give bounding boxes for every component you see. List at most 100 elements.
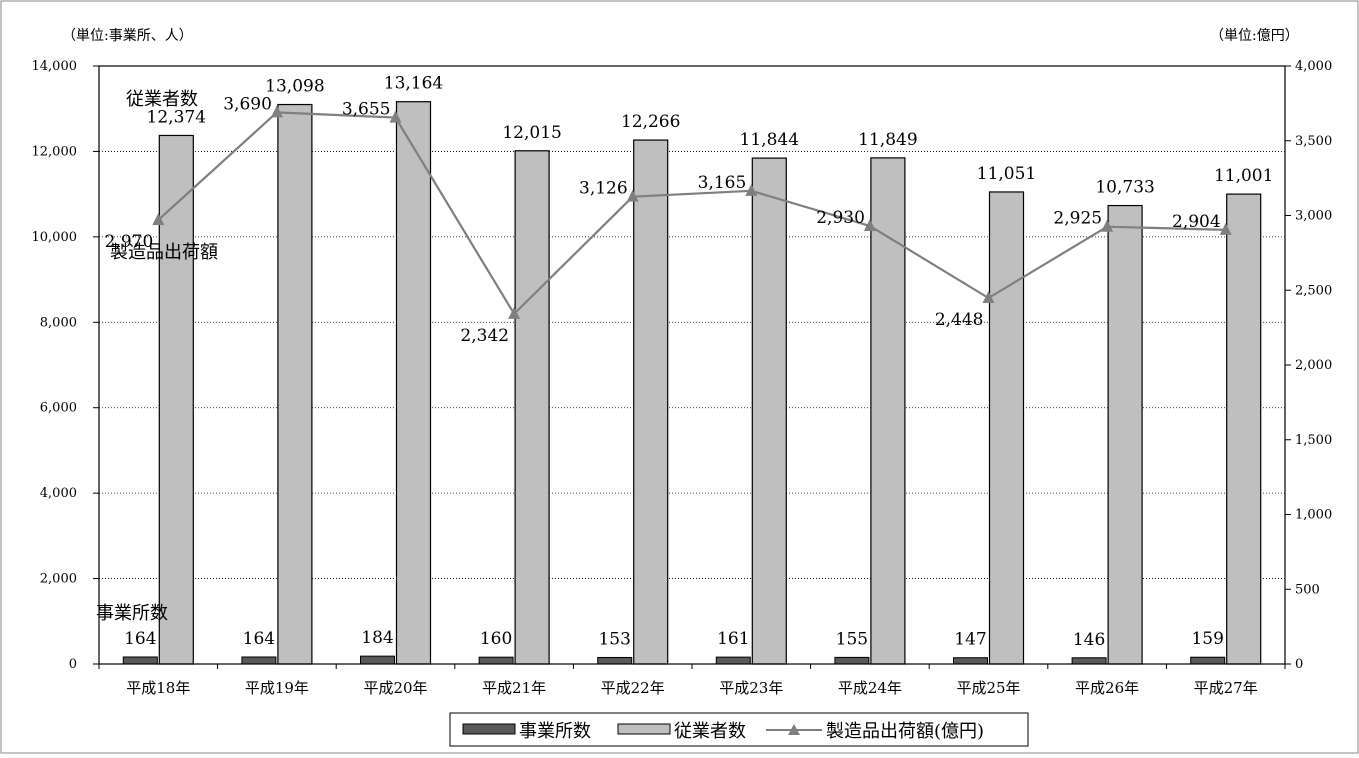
category-label: 平成18年 <box>126 679 190 697</box>
category-label: 平成25年 <box>956 679 1020 697</box>
label-employees: 11,844 <box>740 130 799 150</box>
right-tick-label: 4,000 <box>1295 59 1332 74</box>
legend-label-shipments: 製造品出荷額(億円) <box>826 721 984 742</box>
label-establishments: 155 <box>836 629 868 649</box>
bar-establishments <box>1190 656 1226 665</box>
label-establishments: 161 <box>717 629 749 649</box>
marker-shipments <box>152 212 165 225</box>
label-employees: 11,849 <box>858 130 917 150</box>
marker-shipments <box>982 291 995 304</box>
label-establishments: 184 <box>361 628 393 648</box>
bar-employees <box>1107 204 1143 665</box>
bar-employees <box>158 134 194 665</box>
category-label: 平成23年 <box>719 679 783 697</box>
marker-shipments <box>1219 222 1232 235</box>
label-establishments: 160 <box>480 629 512 649</box>
label-shipments: 3,165 <box>698 173 747 193</box>
bar-employees <box>277 103 313 665</box>
bar-employees <box>870 157 906 665</box>
bar-establishments <box>953 657 988 665</box>
marker-shipments <box>389 110 402 123</box>
bar-establishments <box>1071 657 1107 665</box>
bar-employees <box>514 150 550 665</box>
label-employees: 13,098 <box>265 77 324 97</box>
label-shipments: 2,904 <box>1172 212 1221 232</box>
line-shipments <box>157 111 1226 316</box>
bar-employees <box>395 101 432 665</box>
bar-employees <box>633 139 669 665</box>
category-label: 平成21年 <box>482 679 546 697</box>
left-tick-label: 2,000 <box>40 572 77 587</box>
right-tick-label: 0 <box>1295 657 1303 672</box>
bar-employees <box>988 191 1025 665</box>
label-establishments: 164 <box>243 629 275 649</box>
right-tick-label: 3,500 <box>1295 134 1332 149</box>
right-tick-label: 3,000 <box>1295 209 1332 224</box>
label-shipments: 2,930 <box>816 208 865 228</box>
marker-shipments <box>1101 219 1114 232</box>
label-establishments: 153 <box>598 629 630 649</box>
annotation-establishments: 事業所数 <box>96 603 168 624</box>
bar-employees <box>1226 193 1262 665</box>
bar-establishments <box>241 656 277 665</box>
label-employees: 12,374 <box>147 107 206 127</box>
legend: 事業所数 従業者数 製造品出荷額(億円) <box>449 712 1029 747</box>
left-tick-label: 12,000 <box>32 144 78 159</box>
label-employees: 12,015 <box>502 123 561 143</box>
bar-establishments <box>597 656 633 665</box>
legend-label-employees: 従業者数 <box>674 721 746 742</box>
right-tick-label: 500 <box>1295 582 1320 597</box>
category-label: 平成22年 <box>601 679 665 697</box>
bar-establishments <box>715 656 751 665</box>
category-label: 平成24年 <box>838 679 902 697</box>
bar-employees <box>751 157 787 665</box>
bar-establishments <box>478 656 514 665</box>
right-tick-label: 2,000 <box>1295 358 1332 373</box>
left-tick-label: 0 <box>69 657 77 672</box>
label-employees: 13,164 <box>384 74 443 94</box>
marker-shipments <box>863 218 876 231</box>
bar-establishments <box>834 656 870 665</box>
left-axis-unit: （単位:事業所、人） <box>62 28 193 44</box>
label-shipments: 2,925 <box>1053 209 1102 229</box>
bar-establishments <box>360 655 395 665</box>
label-employees: 11,051 <box>977 164 1036 184</box>
label-employees: 12,266 <box>621 112 680 132</box>
marker-shipments <box>626 189 639 202</box>
annotation-employees: 従業者数 <box>126 89 198 110</box>
left-tick-label: 14,000 <box>32 59 78 74</box>
category-label: 平成27年 <box>1194 679 1258 697</box>
left-tick-label: 4,000 <box>40 486 77 501</box>
label-shipments: 3,126 <box>579 179 628 199</box>
label-employees: 11,001 <box>1214 166 1273 186</box>
category-label: 平成20年 <box>363 679 427 697</box>
label-shipments: 2,970 <box>105 232 154 252</box>
category-label: 平成19年 <box>245 679 309 697</box>
legend-swatch-employees <box>617 723 671 735</box>
label-establishments: 164 <box>124 629 156 649</box>
left-tick-label: 10,000 <box>32 230 78 245</box>
legend-label-establishments: 事業所数 <box>519 721 591 742</box>
left-tick-label: 6,000 <box>40 401 77 416</box>
label-establishments: 146 <box>1073 630 1105 650</box>
right-tick-label: 1,000 <box>1295 508 1332 523</box>
label-establishments: 159 <box>1191 629 1223 649</box>
label-establishments: 147 <box>954 630 986 650</box>
marker-shipments <box>508 306 521 319</box>
right-axis-unit: （単位:億円） <box>1210 28 1299 44</box>
label-shipments: 3,690 <box>223 94 272 114</box>
legend-swatch-establishments <box>462 723 516 735</box>
annotation-shipments: 製造品出荷額 <box>110 242 218 263</box>
label-shipments: 3,655 <box>342 100 391 120</box>
label-shipments: 2,448 <box>935 310 984 330</box>
left-tick-label: 8,000 <box>40 315 77 330</box>
bar-establishments <box>122 656 158 665</box>
label-employees: 10,733 <box>1095 178 1154 198</box>
marker-shipments <box>745 183 758 196</box>
label-shipments: 2,342 <box>460 326 509 346</box>
marker-shipments <box>270 105 283 118</box>
right-tick-label: 1,500 <box>1295 433 1332 448</box>
legend-marker-shipments <box>788 724 800 735</box>
